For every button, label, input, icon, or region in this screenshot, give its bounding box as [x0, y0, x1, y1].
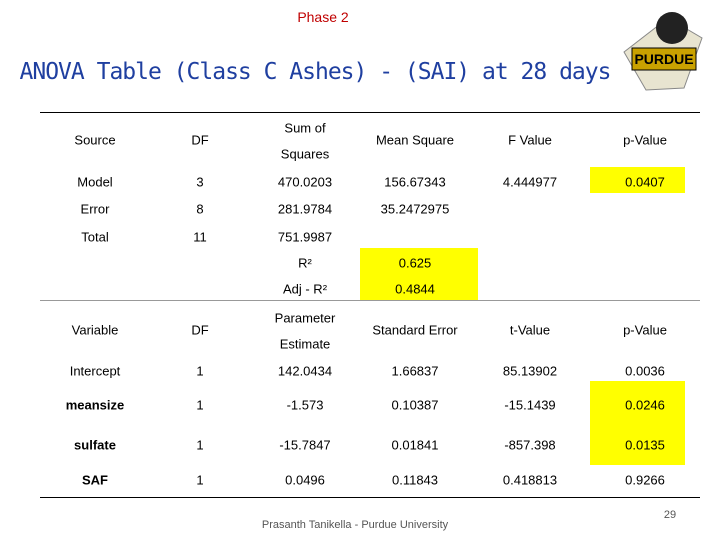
table-cell: 1 — [196, 363, 204, 379]
table-cell: 751.9987 — [277, 229, 333, 245]
column-header: Source — [74, 132, 116, 148]
table-cell: 0.0496 — [285, 472, 325, 488]
column-header: Estimate — [279, 336, 331, 352]
table-cell: Model — [77, 174, 113, 190]
table-cell: sulfate — [74, 437, 116, 453]
table-cell: 0.0036 — [625, 363, 665, 379]
table-cell: 85.13902 — [502, 363, 558, 379]
table-cell: 1.66837 — [391, 363, 439, 379]
slide-title: ANOVA Table (Class C Ashes) - (SAI) at 2… — [19, 59, 612, 85]
table-cell: -15.7847 — [279, 437, 331, 453]
column-header: DF — [191, 322, 209, 338]
fit-label: Adj - R² — [282, 281, 328, 297]
table-cell: 8 — [196, 201, 204, 217]
column-header: Squares — [280, 146, 330, 162]
table-cell: 142.0434 — [277, 363, 333, 379]
table-cell: meansize — [65, 397, 125, 413]
table-cell: 35.2472975 — [380, 201, 450, 217]
table-cell: 3 — [196, 174, 204, 190]
table-cell: 11 — [193, 229, 207, 245]
table-cell: Error — [80, 201, 110, 217]
table-cell: 0.11843 — [391, 472, 439, 488]
phase-label: Phase 2 — [297, 9, 349, 25]
table-cell: -15.1439 — [504, 397, 556, 413]
table-cell: 0.9266 — [625, 472, 665, 488]
column-header: p-Value — [623, 132, 667, 148]
table-cell: 0.418813 — [502, 472, 558, 488]
column-header: Variable — [71, 322, 119, 338]
table-cell: SAF — [82, 472, 108, 488]
table-rule — [40, 112, 700, 113]
table-cell: 1 — [196, 437, 204, 453]
table-cell: 0.0407 — [625, 174, 665, 190]
logo: PURDUE — [623, 12, 703, 91]
table-cell: 0.0135 — [625, 437, 665, 453]
column-header: DF — [191, 132, 209, 148]
column-header: F Value — [508, 132, 552, 148]
table-rule — [40, 300, 700, 301]
logo-text: PURDUE — [634, 51, 693, 67]
table-cell: 1 — [196, 397, 204, 413]
table-cell: -1.573 — [286, 397, 324, 413]
footer-author: Prasanth Tanikella - Purdue University — [261, 519, 449, 531]
table-cell: 4.444977 — [502, 174, 558, 190]
highlight — [590, 381, 685, 465]
page-number: 29 — [663, 509, 677, 521]
table-cell: 1 — [196, 472, 204, 488]
table-cell: Intercept — [69, 363, 121, 379]
fit-value: 0.625 — [398, 255, 432, 271]
column-header: t-Value — [509, 322, 551, 338]
table-cell: 0.10387 — [391, 397, 439, 413]
table-cell: -857.398 — [504, 437, 556, 453]
highlight — [590, 167, 685, 193]
fit-value: 0.4844 — [395, 281, 435, 297]
fit-label: R² — [298, 255, 312, 271]
column-header: Parameter — [274, 310, 336, 326]
column-header: p-Value — [623, 322, 667, 338]
table-cell: 470.0203 — [277, 174, 333, 190]
table-cell: 156.67343 — [384, 174, 446, 190]
column-header: Standard Error — [372, 322, 458, 338]
table-cell: 0.01841 — [391, 437, 439, 453]
table-cell: 281.9784 — [277, 201, 333, 217]
column-header: Mean Square — [375, 132, 455, 148]
highlight — [360, 248, 478, 300]
table-cell: 0.0246 — [625, 397, 665, 413]
column-header: Sum of — [284, 120, 326, 136]
table-cell: Total — [81, 229, 109, 245]
table-rule — [40, 497, 700, 498]
